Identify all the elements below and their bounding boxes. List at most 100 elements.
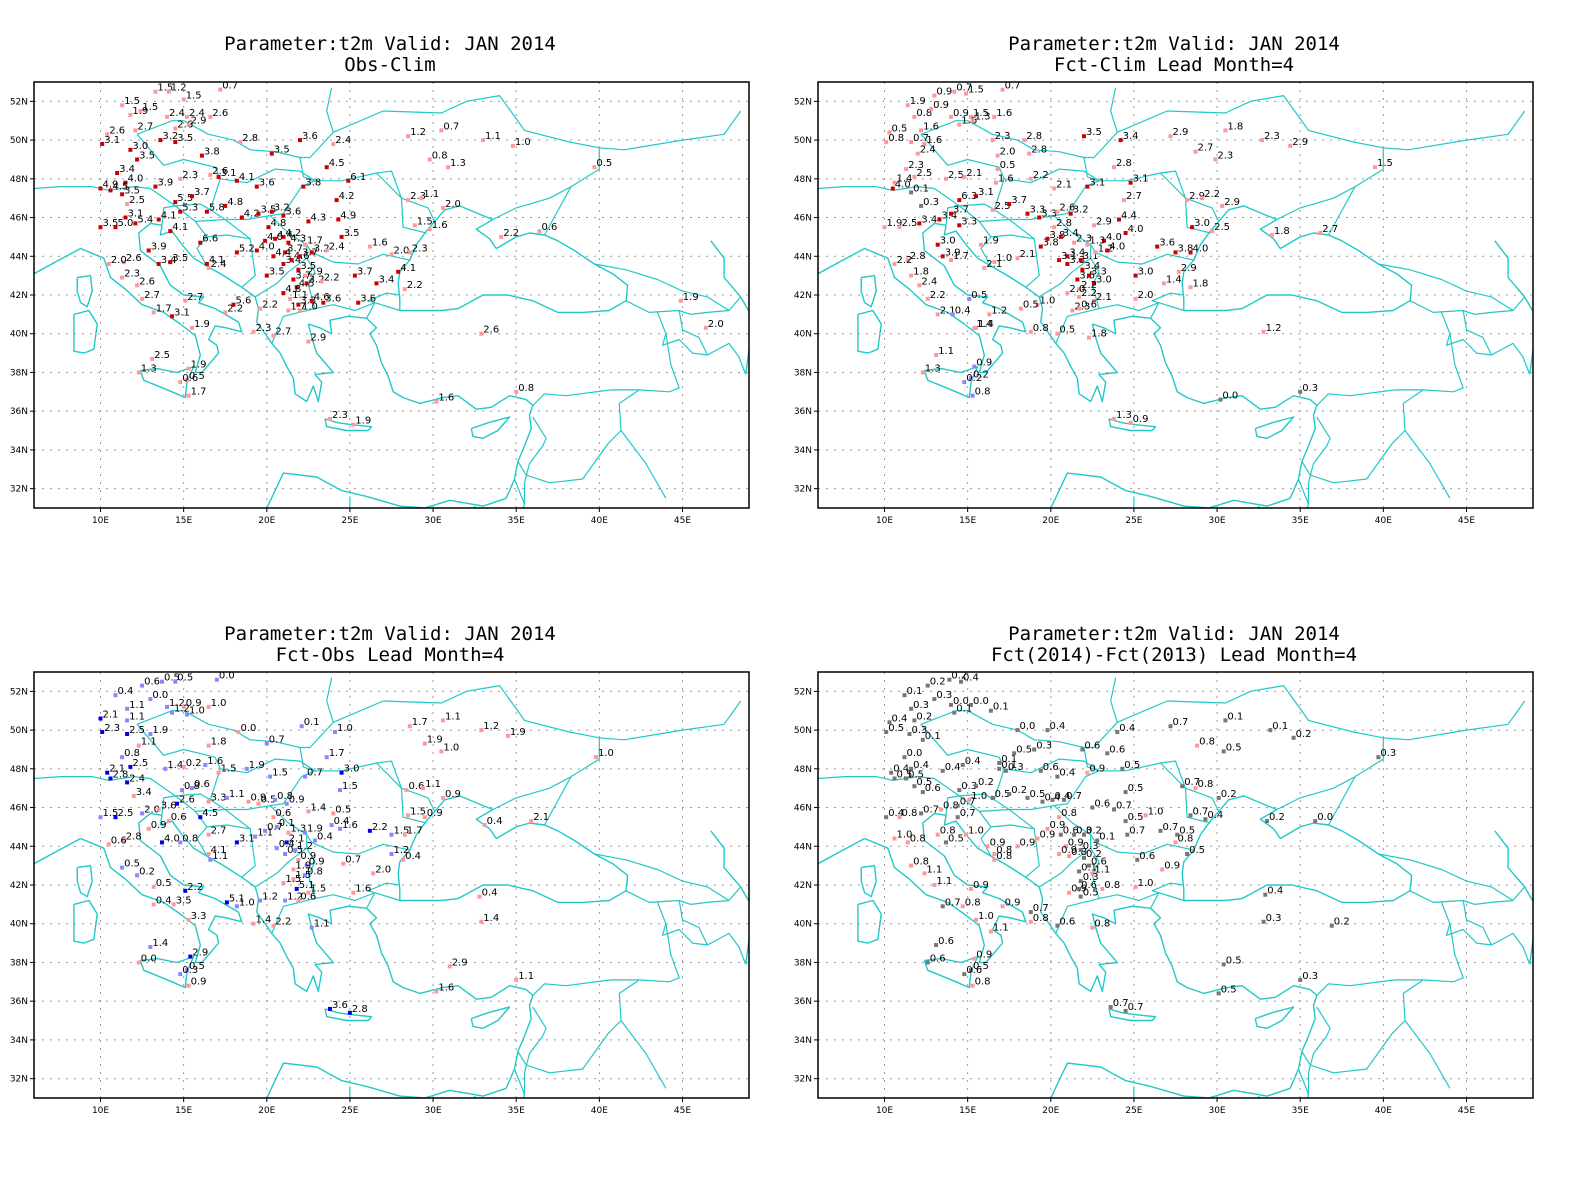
- country-border: [978, 221, 1035, 240]
- station-marker: [168, 229, 173, 234]
- station-value-label: 0.7: [913, 133, 929, 144]
- station-marker: [962, 380, 967, 385]
- station-value-label: 2.9: [310, 333, 326, 344]
- station-marker: [203, 762, 208, 767]
- station-marker: [244, 766, 249, 771]
- station-marker: [131, 793, 136, 798]
- station-value-label: 0.0: [973, 696, 989, 707]
- station-marker: [263, 238, 268, 243]
- station-value-label: 1.2: [1266, 323, 1282, 334]
- station-value-label: 2.2: [503, 228, 519, 239]
- station-marker: [128, 112, 133, 117]
- station-marker: [1067, 854, 1072, 858]
- country-border: [374, 302, 400, 312]
- station-value-label: 1.1: [485, 131, 501, 142]
- station-value-label: 0.5: [888, 723, 904, 734]
- station-marker: [1120, 766, 1125, 771]
- station-marker: [263, 828, 268, 833]
- station-value-label: 6.3: [961, 191, 977, 202]
- station-marker: [334, 198, 339, 203]
- station-value-label: 3.5: [176, 895, 192, 906]
- station-marker: [441, 795, 445, 800]
- station-marker: [294, 285, 299, 290]
- station-value-label: 2.3: [410, 191, 426, 202]
- x-tick-label: 35E: [508, 516, 525, 526]
- station-value-label: 1.8: [211, 737, 227, 748]
- station-marker: [962, 174, 967, 179]
- station-marker: [1085, 184, 1090, 189]
- coastline: [470, 416, 511, 439]
- y-tick-label: 38N: [10, 368, 28, 378]
- station-value-label: 1.9: [295, 861, 311, 872]
- station-marker: [1075, 277, 1080, 282]
- station-value-label: 3.7: [1011, 195, 1027, 206]
- station-value-label: 2.2: [1033, 170, 1049, 181]
- station-marker: [514, 977, 519, 982]
- station-value-label: 4.5: [299, 278, 315, 289]
- country-border: [1090, 244, 1184, 312]
- country-border: [1462, 310, 1492, 356]
- x-tick-label: 30E: [1208, 516, 1225, 526]
- station-value-label: 1.6: [355, 884, 371, 895]
- station-value-label: 4.1: [172, 222, 188, 233]
- station-marker: [254, 184, 259, 189]
- station-marker: [336, 217, 341, 222]
- country-border: [254, 847, 308, 888]
- station-marker: [972, 956, 977, 961]
- station-marker: [529, 819, 534, 824]
- station-marker: [1087, 273, 1091, 278]
- station-marker: [98, 225, 103, 230]
- station-marker: [1376, 755, 1381, 760]
- station-value-label: 1.7: [191, 387, 207, 398]
- station-marker: [402, 287, 407, 292]
- country-border: [1158, 302, 1184, 312]
- station-marker: [1123, 819, 1128, 824]
- station-marker: [171, 902, 176, 907]
- coastline: [1494, 240, 1533, 375]
- station-value-label: 1.6: [432, 220, 448, 231]
- station-value-label: 1.7: [407, 826, 423, 837]
- coastline: [1254, 416, 1295, 439]
- station-value-label: 3.0: [1138, 267, 1154, 278]
- station-value-label: 3.5: [344, 228, 360, 239]
- station-marker: [371, 871, 376, 876]
- country-border: [594, 853, 742, 902]
- station-value-label: 0.8: [1033, 323, 1049, 334]
- station-marker: [1067, 890, 1072, 895]
- station-marker: [264, 741, 269, 746]
- station-value-label: 1.9: [355, 416, 371, 427]
- station-value-label: 0.7: [1113, 998, 1129, 1009]
- station-marker: [188, 954, 193, 959]
- panel-fct-fct: Parameter:t2m Valid: JAN 2014 Fct(2014)-…: [784, 620, 1564, 1130]
- station-value-label: 5.8: [209, 203, 225, 214]
- station-marker: [298, 138, 302, 143]
- station-marker: [121, 838, 126, 843]
- station-value-label: 2.9: [1096, 216, 1112, 227]
- x-tick-label: 45E: [674, 1106, 691, 1116]
- station-marker: [306, 339, 311, 344]
- station-marker: [1329, 923, 1334, 928]
- station-marker: [135, 873, 140, 878]
- station-value-label: 1.3: [1116, 410, 1132, 421]
- station-value-label: 3.6: [161, 801, 177, 812]
- station-marker: [1218, 397, 1223, 402]
- country-border: [1462, 900, 1492, 946]
- station-marker: [1261, 919, 1266, 924]
- station-marker: [967, 797, 972, 802]
- station-marker: [406, 134, 411, 139]
- station-marker: [887, 130, 892, 135]
- country-border: [1055, 308, 1100, 344]
- station-marker: [324, 165, 329, 170]
- country-border: [656, 312, 747, 375]
- station-marker: [331, 142, 336, 146]
- map-fct-obs: 1.52.52.03.60.62.60.80.63.31.10.90.50.80…: [10, 671, 750, 1116]
- x-tick-label: 30E: [1208, 1106, 1225, 1116]
- country-border: [625, 890, 730, 905]
- station-marker: [904, 776, 909, 781]
- station-marker: [884, 815, 889, 820]
- panel-title: Parameter:t2m Valid: JAN 2014 Fct-Clim L…: [784, 34, 1564, 76]
- station-value-label: 0.0: [907, 748, 923, 759]
- title-line-2: Obs-Clim: [344, 54, 436, 76]
- coastline: [34, 247, 81, 275]
- station-marker: [1015, 728, 1020, 733]
